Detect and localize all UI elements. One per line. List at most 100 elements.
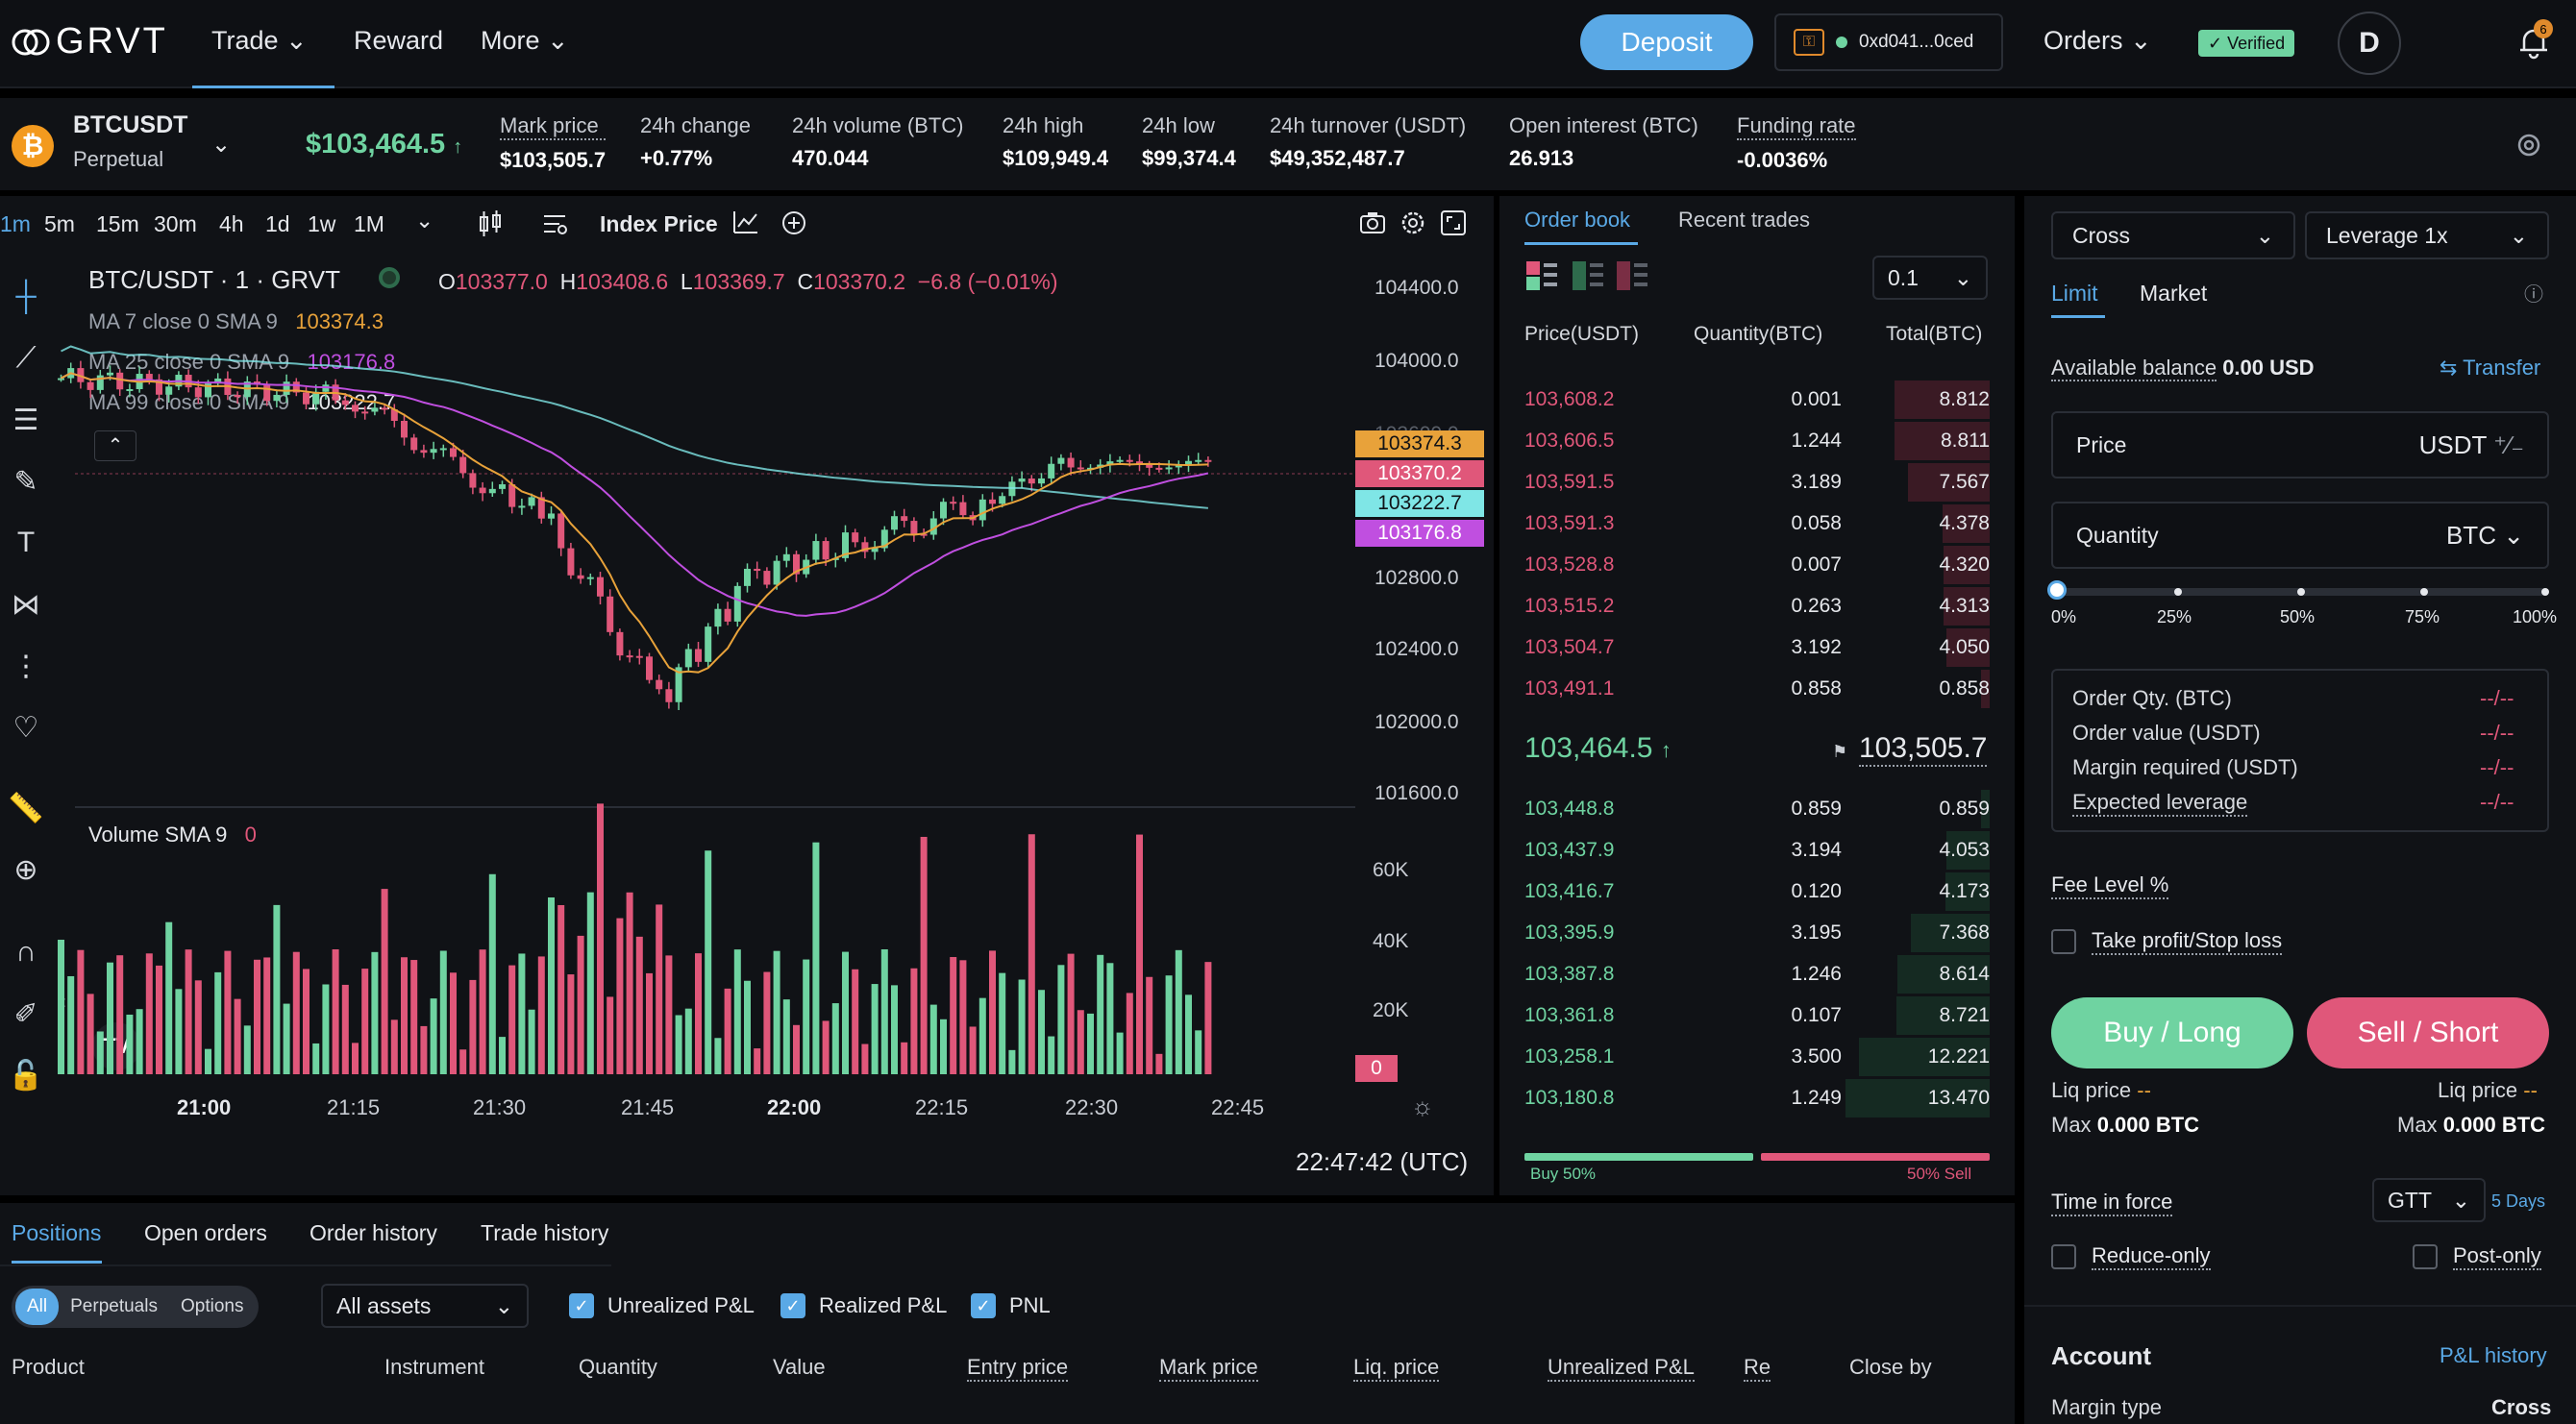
chart-settings-icon[interactable]: ☼	[1411, 1092, 1434, 1120]
precision-icon[interactable]: ⁺∕₋	[2493, 430, 2524, 459]
info-icon[interactable]: ⓘ	[2524, 284, 2543, 306]
nav-reward[interactable]: Reward	[354, 26, 444, 55]
book-view-asks-icon[interactable]	[1615, 259, 1649, 297]
tab-order-history[interactable]: Order history	[310, 1220, 437, 1245]
timeframe-4h[interactable]: 4h	[219, 211, 244, 236]
timeframe-1w[interactable]: 1w	[308, 211, 336, 236]
tab-recent-trades[interactable]: Recent trades	[1678, 208, 1810, 232]
ask-row[interactable]: 103,606.5 1.244 8.811	[1524, 422, 1990, 460]
bid-row[interactable]: 103,448.8 0.859 0.859	[1524, 790, 1990, 828]
heart-icon[interactable]: ♡	[12, 711, 39, 744]
tab-open-orders[interactable]: Open orders	[144, 1220, 267, 1245]
pattern-icon[interactable]: ⋈	[12, 588, 40, 621]
add-indicator-icon[interactable]	[780, 209, 807, 236]
ask-row[interactable]: 103,528.8 0.007 4.320	[1524, 546, 1990, 584]
filter-perpetuals[interactable]: Perpetuals	[70, 1296, 158, 1316]
post-only-checkbox[interactable]: Post-only	[2413, 1243, 2541, 1270]
tab-trade-history[interactable]: Trade history	[481, 1220, 609, 1245]
sell-short-button[interactable]: Sell / Short	[2307, 997, 2549, 1068]
bid-row[interactable]: 103,437.9 3.194 4.053	[1524, 831, 1990, 870]
col-realized-pnl[interactable]: Re	[1744, 1355, 1771, 1382]
chevron-down-icon[interactable]: ⌄	[415, 208, 434, 233]
filter-all[interactable]: All	[15, 1289, 60, 1325]
reduce-only-checkbox[interactable]: Reduce-only	[2051, 1243, 2211, 1270]
timeframe-5m[interactable]: 5m	[44, 211, 75, 236]
timeframe-15m[interactable]: 15m	[96, 211, 139, 236]
checkbox[interactable]	[2051, 1244, 2076, 1269]
index-price-toggle[interactable]: Index Price	[600, 211, 718, 236]
ask-row[interactable]: 103,504.7 3.192 4.050	[1524, 628, 1990, 667]
tab-positions[interactable]: Positions	[12, 1220, 102, 1245]
zoom-in-icon[interactable]: ⊕	[13, 853, 38, 886]
magnet-icon[interactable]: ∩	[15, 936, 37, 968]
utc-clock[interactable]: 22:47:42 (UTC)	[1296, 1147, 1469, 1176]
candles-icon[interactable]	[477, 209, 504, 238]
crosshair-icon[interactable]: ┼	[15, 281, 37, 312]
timeframe-1d[interactable]: 1d	[265, 211, 290, 236]
brush-icon[interactable]: ✎	[13, 465, 38, 498]
ask-row[interactable]: 103,491.1 0.858 0.858	[1524, 670, 1990, 708]
grvt-logo[interactable]: GRVT	[12, 21, 168, 62]
timeframe-30m[interactable]: 30m	[154, 211, 197, 236]
tab-order-book[interactable]: Order book	[1524, 208, 1631, 232]
ask-row[interactable]: 103,515.2 0.263 4.313	[1524, 587, 1990, 626]
avatar[interactable]: D	[2338, 12, 2401, 75]
col-mark-price[interactable]: Mark price	[1159, 1355, 1258, 1382]
checkbox[interactable]	[2413, 1244, 2438, 1269]
wallet-button[interactable]: ⚿ 0xd041...0ced	[1774, 13, 2003, 71]
ask-row[interactable]: 103,591.3 0.058 4.378	[1524, 504, 1990, 543]
fee-level-link[interactable]: Fee Level %	[2051, 872, 2169, 899]
nav-more[interactable]: More ⌄	[481, 26, 569, 55]
pencil-lock-icon[interactable]: ✐	[13, 997, 38, 1030]
margin-mode-select[interactable]: Cross ⌄	[2051, 211, 2295, 259]
timeframe-1M[interactable]: 1M	[354, 211, 384, 236]
checkbox[interactable]: ✓	[971, 1293, 996, 1318]
tpsl-checkbox[interactable]: Take profit/Stop loss	[2051, 928, 2283, 955]
tif-days-link[interactable]: 5 Days	[2491, 1191, 2546, 1211]
indicators-icon[interactable]	[542, 211, 569, 236]
fullscreen-icon[interactable]	[1440, 209, 1467, 236]
transfer-button[interactable]: ⇆ Transfer	[2440, 356, 2541, 380]
chevron-down-icon[interactable]: ⌄	[211, 132, 232, 158]
ruler-icon[interactable]: 📏	[8, 792, 44, 824]
lock-icon[interactable]: 🔓	[8, 1059, 44, 1092]
gear-icon[interactable]	[1399, 209, 1426, 236]
timeframe-1m[interactable]: 1m	[0, 211, 31, 236]
nav-trade[interactable]: Trade ⌄	[211, 26, 308, 55]
col-entry-price[interactable]: Entry price	[967, 1355, 1069, 1382]
settings-icon[interactable]	[2514, 131, 2543, 160]
book-view-both-icon[interactable]	[1524, 259, 1559, 297]
col-unrealized-pnl[interactable]: Unrealized P&L	[1548, 1355, 1695, 1382]
chevron-down-icon[interactable]: ⌄	[2503, 520, 2524, 550]
collapse-legend-button[interactable]: ⌃	[94, 430, 136, 461]
checkbox[interactable]: ✓	[569, 1293, 594, 1318]
unrealized-pnl-toggle[interactable]: ✓ Unrealized P&L	[569, 1293, 755, 1318]
trend-line-icon[interactable]: ⟋	[15, 342, 37, 374]
quantity-slider-handle[interactable]	[2047, 580, 2067, 600]
ask-row[interactable]: 103,591.5 3.189 7.567	[1524, 463, 1990, 502]
checkbox[interactable]	[2051, 929, 2076, 954]
bid-row[interactable]: 103,361.8 0.107 8.721	[1524, 996, 1990, 1035]
quantity-input[interactable]: Quantity BTC ⌄	[2051, 502, 2549, 569]
realized-pnl-toggle[interactable]: ✓ Realized P&L	[780, 1293, 947, 1318]
tab-market[interactable]: Market	[2140, 281, 2208, 306]
bid-row[interactable]: 103,387.8 1.246 8.614	[1524, 955, 1990, 994]
fib-icon[interactable]: ⋮	[12, 650, 40, 682]
price-chart[interactable]	[58, 250, 1355, 1095]
time-in-force-select[interactable]: GTT ⌄	[2372, 1178, 2486, 1222]
filter-options[interactable]: Options	[180, 1296, 244, 1316]
bid-row[interactable]: 103,395.9 3.195 7.368	[1524, 914, 1990, 952]
deposit-button[interactable]: Deposit	[1580, 14, 1753, 70]
buy-long-button[interactable]: Buy / Long	[2051, 997, 2293, 1068]
checkbox[interactable]: ✓	[780, 1293, 805, 1318]
symbol-selector[interactable]: BTCUSDT Perpetual	[73, 111, 187, 172]
bid-row[interactable]: 103,258.1 3.500 12.221	[1524, 1038, 1990, 1076]
camera-icon[interactable]	[1359, 209, 1386, 236]
bid-row[interactable]: 103,180.8 1.249 13.470	[1524, 1079, 1990, 1117]
bid-row[interactable]: 103,416.7 0.120 4.173	[1524, 872, 1990, 911]
book-view-bids-icon[interactable]	[1571, 259, 1605, 297]
orders-menu[interactable]: Orders ⌄	[2043, 26, 2152, 55]
assets-select[interactable]: All assets ⌄	[321, 1284, 529, 1328]
line-chart-icon[interactable]	[732, 209, 759, 236]
tick-size-select[interactable]: 0.1 ⌄	[1872, 256, 1988, 300]
